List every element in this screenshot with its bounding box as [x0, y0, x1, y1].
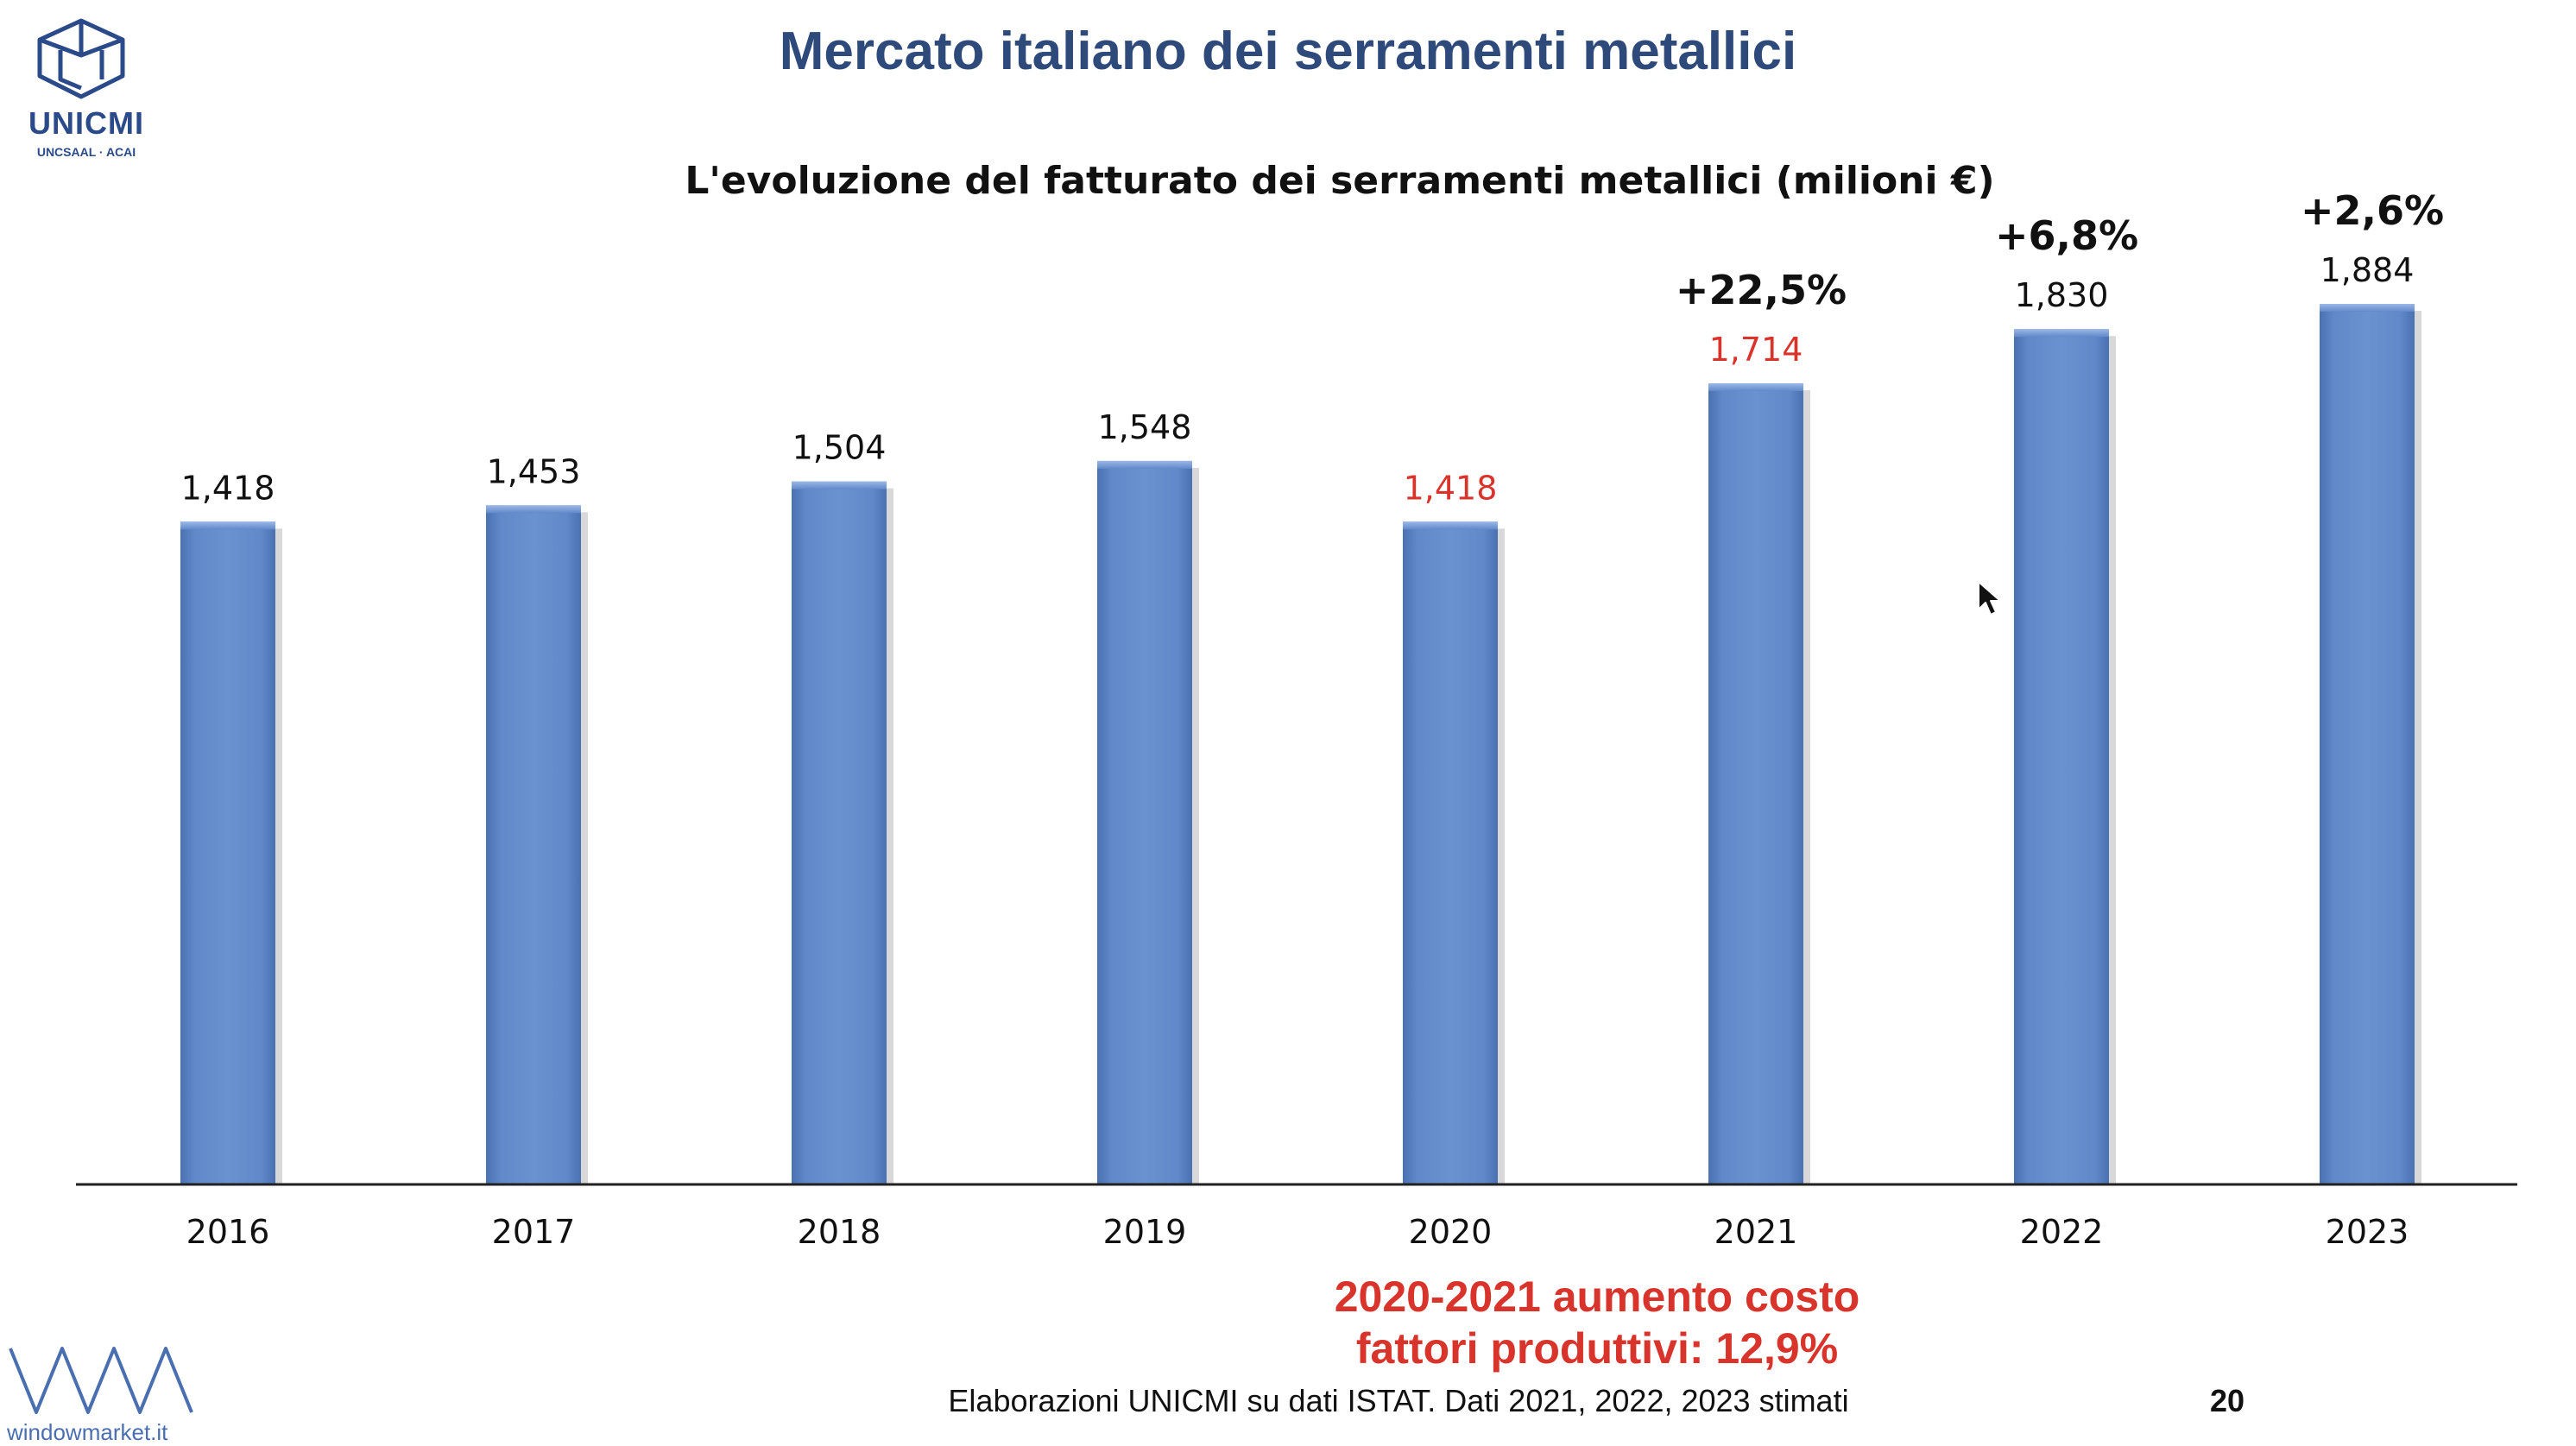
note-line-1: 2020-2021 aumento costo — [1334, 1272, 1860, 1321]
growth-label-2023: +2,6% — [2301, 187, 2444, 234]
bar-cap-2021 — [1708, 383, 1803, 392]
value-label-2016: 1,418 — [181, 469, 275, 507]
value-label-2023: 1,884 — [2320, 251, 2415, 289]
x-tick-label-2021: 2021 — [1714, 1213, 1798, 1251]
bar-2019 — [1097, 460, 1192, 1184]
cube-logo-icon — [37, 18, 125, 99]
source-note: Elaborazioni UNICMI su dati ISTAT. Dati … — [948, 1383, 1849, 1418]
note-line-2: fattori produttivi: 12,9% — [1355, 1324, 1839, 1373]
bar-2017 — [486, 505, 581, 1184]
bar-2022 — [2014, 329, 2109, 1184]
logo-subtitle: UNCSAAL · ACAI — [36, 145, 136, 159]
value-label-2020: 1,418 — [1404, 469, 1498, 507]
windowmarket-text: windowmarket.it — [7, 1419, 168, 1445]
unicmi-logo: UNICMI UNCSAAL · ACAI — [17, 16, 164, 162]
mouse-cursor-icon — [1978, 581, 2001, 616]
value-label-2018: 1,504 — [792, 429, 887, 467]
cost-increase-note: 2020-2021 aumento costo fattori produtti… — [1209, 1271, 1986, 1374]
growth-label-2022: +6,8% — [1995, 212, 2138, 259]
x-tick-label-2022: 2022 — [2020, 1213, 2104, 1251]
bar-cap-2018 — [792, 481, 887, 489]
page-number: 20 — [2209, 1383, 2245, 1418]
bar-2023 — [2320, 304, 2415, 1184]
value-label-2022: 1,830 — [2015, 276, 2109, 314]
bar-2018 — [792, 481, 887, 1184]
bar-2016 — [180, 521, 275, 1184]
chart-title: L'evoluzione del fatturato dei serrament… — [685, 159, 1995, 203]
bar-2020 — [1403, 521, 1498, 1184]
value-label-2019: 1,548 — [1098, 408, 1192, 446]
x-tick-label-2023: 2023 — [2326, 1213, 2409, 1251]
bar-cap-2016 — [180, 521, 275, 530]
x-tick-label-2020: 2020 — [1409, 1213, 1493, 1251]
x-tick-label-2016: 2016 — [186, 1213, 270, 1251]
windowmarket-logo: windowmarket.it — [5, 1340, 204, 1445]
x-tick-label-2019: 2019 — [1103, 1213, 1187, 1251]
bar-2021 — [1708, 383, 1803, 1184]
logo-name: UNICMI — [28, 105, 144, 141]
bar-cap-2022 — [2014, 329, 2109, 338]
bar-cap-2017 — [486, 505, 581, 514]
page-title: Mercato italiano dei serramenti metallic… — [779, 22, 1797, 81]
bar-cap-2020 — [1403, 521, 1498, 530]
x-tick-label-2018: 2018 — [798, 1213, 881, 1251]
x-tick-label-2017: 2017 — [492, 1213, 576, 1251]
value-label-2021: 1,714 — [1709, 331, 1803, 369]
wm-mark-icon — [9, 1347, 193, 1414]
value-label-2017: 1,453 — [487, 452, 581, 490]
bar-cap-2019 — [1097, 460, 1192, 469]
bar-cap-2023 — [2320, 304, 2415, 312]
growth-label-2021: +22,5% — [1676, 267, 1847, 313]
